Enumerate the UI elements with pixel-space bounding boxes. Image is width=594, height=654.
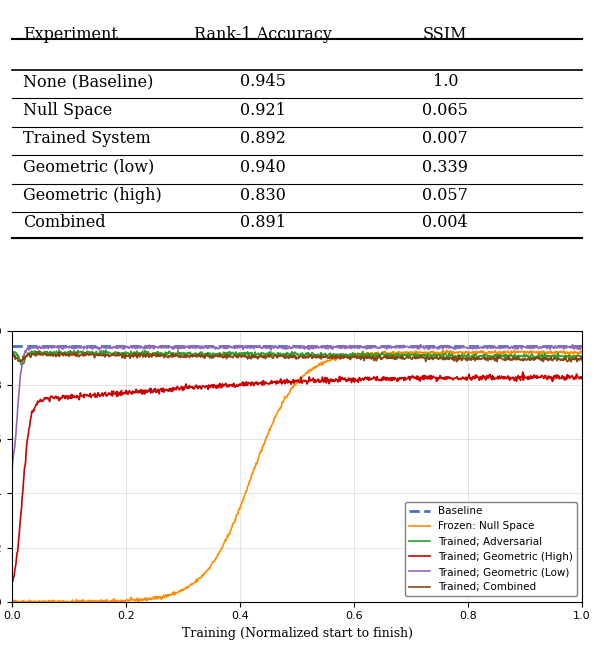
Trained; Combined bbox=[579, 356, 586, 364]
Trained; Geometric (Low) bbox=[400, 341, 407, 349]
Frozen: Null Space: (0.441, 0.581): Null Space: (0.441, 0.581) bbox=[260, 441, 267, 449]
Text: 0.921: 0.921 bbox=[240, 102, 286, 119]
Trained; Adversarial bbox=[465, 352, 472, 360]
Text: Experiment: Experiment bbox=[23, 26, 118, 43]
Trained; Adversarial bbox=[579, 353, 586, 361]
Trained; Geometric (Low) bbox=[464, 344, 471, 352]
Trained; Adversarial bbox=[240, 352, 247, 360]
Trained; Geometric (High) bbox=[67, 394, 74, 402]
Line: Trained; Geometric (High): Trained; Geometric (High) bbox=[12, 372, 582, 584]
Text: Trained System: Trained System bbox=[23, 130, 151, 147]
Text: 0.007: 0.007 bbox=[422, 130, 468, 147]
Baseline bbox=[400, 342, 407, 350]
Text: 1.0: 1.0 bbox=[432, 73, 458, 90]
Frozen: Null Space: (0, 0.00152): Null Space: (0, 0.00152) bbox=[8, 597, 15, 605]
Baseline bbox=[453, 342, 460, 350]
Trained; Geometric (High) bbox=[400, 374, 407, 382]
Trained; Geometric (High) bbox=[260, 377, 267, 385]
Frozen: Null Space: (1, 0.923): Null Space: (1, 0.923) bbox=[579, 348, 586, 356]
Trained; Combined bbox=[239, 351, 247, 359]
Trained; Adversarial bbox=[18, 361, 26, 369]
Trained; Adversarial bbox=[67, 349, 74, 357]
Frozen: Null Space: (0.103, 0): Null Space: (0.103, 0) bbox=[67, 598, 74, 606]
Text: 0.339: 0.339 bbox=[422, 159, 468, 176]
Text: Rank-1 Accuracy: Rank-1 Accuracy bbox=[194, 26, 331, 43]
Trained; Geometric (High) bbox=[8, 580, 15, 588]
Baseline bbox=[579, 342, 586, 350]
Trained; Adversarial bbox=[401, 351, 408, 359]
Text: 0.892: 0.892 bbox=[240, 130, 286, 147]
Trained; Combined bbox=[260, 353, 267, 360]
Text: SSIM: SSIM bbox=[423, 26, 467, 43]
Text: 0.065: 0.065 bbox=[422, 102, 468, 119]
Trained; Combined bbox=[454, 354, 461, 362]
Trained; Geometric (Low) bbox=[579, 343, 586, 351]
Trained; Geometric (Low) bbox=[239, 343, 246, 351]
Baseline bbox=[239, 342, 246, 350]
Trained; Adversarial bbox=[8, 347, 15, 355]
X-axis label: Training (Normalized start to finish): Training (Normalized start to finish) bbox=[182, 627, 412, 640]
Legend: Baseline, Frozen: Null Space, Trained; Adversarial, Trained; Geometric (High), T: Baseline, Frozen: Null Space, Trained; A… bbox=[405, 502, 577, 596]
Trained; Geometric (Low) bbox=[67, 342, 74, 350]
Text: 0.004: 0.004 bbox=[422, 215, 468, 232]
Trained; Geometric (High) bbox=[579, 373, 586, 381]
Trained; Combined bbox=[67, 350, 74, 358]
Baseline bbox=[463, 342, 470, 350]
Trained; Geometric (High) bbox=[453, 373, 460, 381]
Trained; Geometric (Low) bbox=[417, 341, 424, 349]
Trained; Geometric (High) bbox=[463, 376, 470, 384]
Trained; Combined bbox=[8, 351, 15, 359]
Line: Frozen: Null Space: Frozen: Null Space bbox=[12, 351, 582, 602]
Trained; Combined bbox=[35, 347, 42, 355]
Line: Trained; Combined: Trained; Combined bbox=[12, 351, 582, 362]
Text: 0.891: 0.891 bbox=[240, 215, 286, 232]
Trained; Geometric (Low) bbox=[454, 343, 461, 351]
Frozen: Null Space: (0.001, 0): Null Space: (0.001, 0) bbox=[9, 598, 16, 606]
Frozen: Null Space: (0.688, 0.919): Null Space: (0.688, 0.919) bbox=[400, 349, 407, 357]
Frozen: Null Space: (0.405, 0.379): Null Space: (0.405, 0.379) bbox=[239, 495, 247, 503]
Trained; Geometric (Low) bbox=[8, 471, 15, 479]
Line: Trained; Geometric (Low): Trained; Geometric (Low) bbox=[12, 345, 582, 475]
Text: Null Space: Null Space bbox=[23, 102, 112, 119]
Trained; Geometric (High) bbox=[239, 378, 246, 386]
Text: Geometric (low): Geometric (low) bbox=[23, 159, 154, 176]
Trained; Adversarial bbox=[74, 347, 81, 354]
Frozen: Null Space: (0.756, 0.929): Null Space: (0.756, 0.929) bbox=[440, 347, 447, 354]
Text: 0.830: 0.830 bbox=[240, 187, 286, 204]
Line: Trained; Adversarial: Trained; Adversarial bbox=[12, 351, 582, 365]
Trained; Geometric (High) bbox=[519, 368, 526, 376]
Frozen: Null Space: (0.8, 0.921): Null Space: (0.8, 0.921) bbox=[465, 349, 472, 356]
Trained; Combined bbox=[400, 355, 407, 363]
Baseline bbox=[8, 342, 15, 350]
Baseline bbox=[260, 342, 267, 350]
Trained; Combined bbox=[464, 356, 471, 364]
Text: None (Baseline): None (Baseline) bbox=[23, 73, 154, 90]
Text: 0.945: 0.945 bbox=[240, 73, 286, 90]
Trained; Geometric (Low) bbox=[260, 343, 267, 351]
Trained; Combined bbox=[567, 358, 574, 366]
Trained; Adversarial bbox=[454, 352, 462, 360]
Text: 0.940: 0.940 bbox=[240, 159, 286, 176]
Text: Combined: Combined bbox=[23, 215, 106, 232]
Text: 0.057: 0.057 bbox=[422, 187, 468, 204]
Baseline bbox=[67, 342, 74, 350]
Text: Geometric (high): Geometric (high) bbox=[23, 187, 162, 204]
Trained; Adversarial bbox=[261, 350, 268, 358]
Frozen: Null Space: (0.782, 0.917): Null Space: (0.782, 0.917) bbox=[454, 350, 462, 358]
